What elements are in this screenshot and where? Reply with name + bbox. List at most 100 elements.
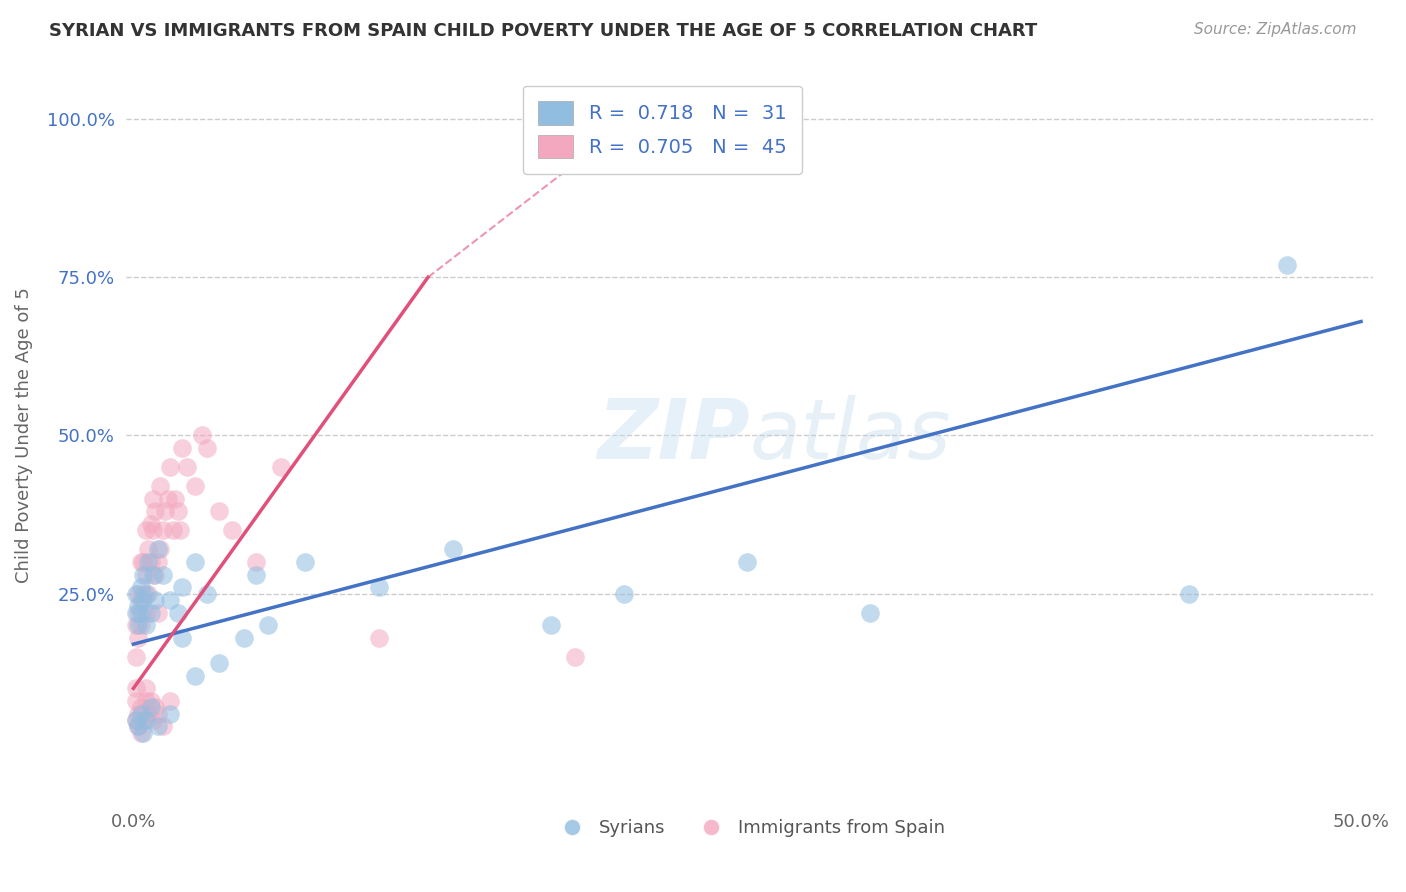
Point: [184, 669, 207, 683]
Text: ZIP: ZIP: [598, 395, 749, 476]
Point: [125, 649, 148, 664]
Point: [129, 555, 152, 569]
Point: [184, 555, 207, 569]
Point: [165, 491, 187, 506]
Point: [132, 592, 155, 607]
Point: [142, 713, 165, 727]
Point: [540, 618, 562, 632]
Point: [125, 713, 148, 727]
Point: [208, 504, 231, 518]
Y-axis label: Child Poverty Under the Age of 5: Child Poverty Under the Age of 5: [15, 287, 32, 583]
Point: [172, 580, 194, 594]
Point: [139, 606, 162, 620]
Text: atlas: atlas: [749, 395, 952, 476]
Point: [367, 580, 389, 594]
Point: [135, 523, 157, 537]
Point: [1178, 586, 1201, 600]
Point: [127, 599, 149, 614]
Point: [139, 700, 162, 714]
Point: [125, 618, 148, 632]
Point: [127, 606, 149, 620]
Point: [859, 606, 882, 620]
Point: [149, 479, 172, 493]
Point: [169, 523, 191, 537]
Point: [146, 606, 169, 620]
Point: [132, 586, 155, 600]
Point: [735, 555, 758, 569]
Point: [159, 460, 181, 475]
Point: [441, 542, 464, 557]
Point: [195, 586, 218, 600]
Point: [127, 586, 149, 600]
Point: [162, 523, 184, 537]
Point: [145, 504, 167, 518]
Point: [127, 631, 149, 645]
Point: [132, 725, 155, 739]
Point: [232, 631, 254, 645]
Point: [367, 631, 389, 645]
Point: [129, 706, 152, 721]
Point: [125, 713, 148, 727]
Point: [127, 618, 149, 632]
Point: [146, 555, 169, 569]
Point: [208, 656, 231, 670]
Point: [184, 479, 207, 493]
Point: [145, 592, 167, 607]
Point: [257, 618, 280, 632]
Point: [129, 700, 152, 714]
Point: [245, 555, 267, 569]
Point: [613, 586, 636, 600]
Point: [176, 460, 198, 475]
Point: [195, 441, 218, 455]
Point: [1277, 258, 1299, 272]
Point: [155, 504, 177, 518]
Point: [125, 586, 148, 600]
Point: [142, 567, 165, 582]
Text: SYRIAN VS IMMIGRANTS FROM SPAIN CHILD POVERTY UNDER THE AGE OF 5 CORRELATION CHA: SYRIAN VS IMMIGRANTS FROM SPAIN CHILD PO…: [49, 22, 1038, 40]
Text: Source: ZipAtlas.com: Source: ZipAtlas.com: [1194, 22, 1357, 37]
Point: [132, 567, 155, 582]
Point: [145, 567, 167, 582]
Point: [245, 567, 267, 582]
Point: [564, 649, 586, 664]
Point: [129, 606, 152, 620]
Point: [135, 681, 157, 696]
Point: [127, 719, 149, 733]
Point: [142, 491, 165, 506]
Point: [152, 567, 174, 582]
Point: [159, 694, 181, 708]
Point: [145, 700, 167, 714]
Point: [139, 555, 162, 569]
Legend: Syrians, Immigrants from Spain: Syrians, Immigrants from Spain: [547, 812, 952, 845]
Point: [125, 694, 148, 708]
Point: [125, 681, 148, 696]
Point: [129, 580, 152, 594]
Point: [146, 706, 169, 721]
Point: [136, 706, 159, 721]
Point: [142, 523, 165, 537]
Point: [135, 713, 157, 727]
Point: [135, 567, 157, 582]
Point: [159, 706, 181, 721]
Point: [221, 523, 243, 537]
Point: [136, 542, 159, 557]
Point: [152, 719, 174, 733]
Point: [129, 592, 152, 607]
Point: [132, 713, 155, 727]
Point: [135, 586, 157, 600]
Point: [127, 706, 149, 721]
Point: [156, 491, 179, 506]
Point: [172, 441, 194, 455]
Point: [152, 523, 174, 537]
Point: [135, 606, 157, 620]
Point: [166, 606, 188, 620]
Point: [146, 542, 169, 557]
Point: [139, 694, 162, 708]
Point: [270, 460, 292, 475]
Point: [127, 719, 149, 733]
Point: [149, 542, 172, 557]
Point: [172, 631, 194, 645]
Point: [135, 694, 157, 708]
Point: [135, 618, 157, 632]
Point: [136, 555, 159, 569]
